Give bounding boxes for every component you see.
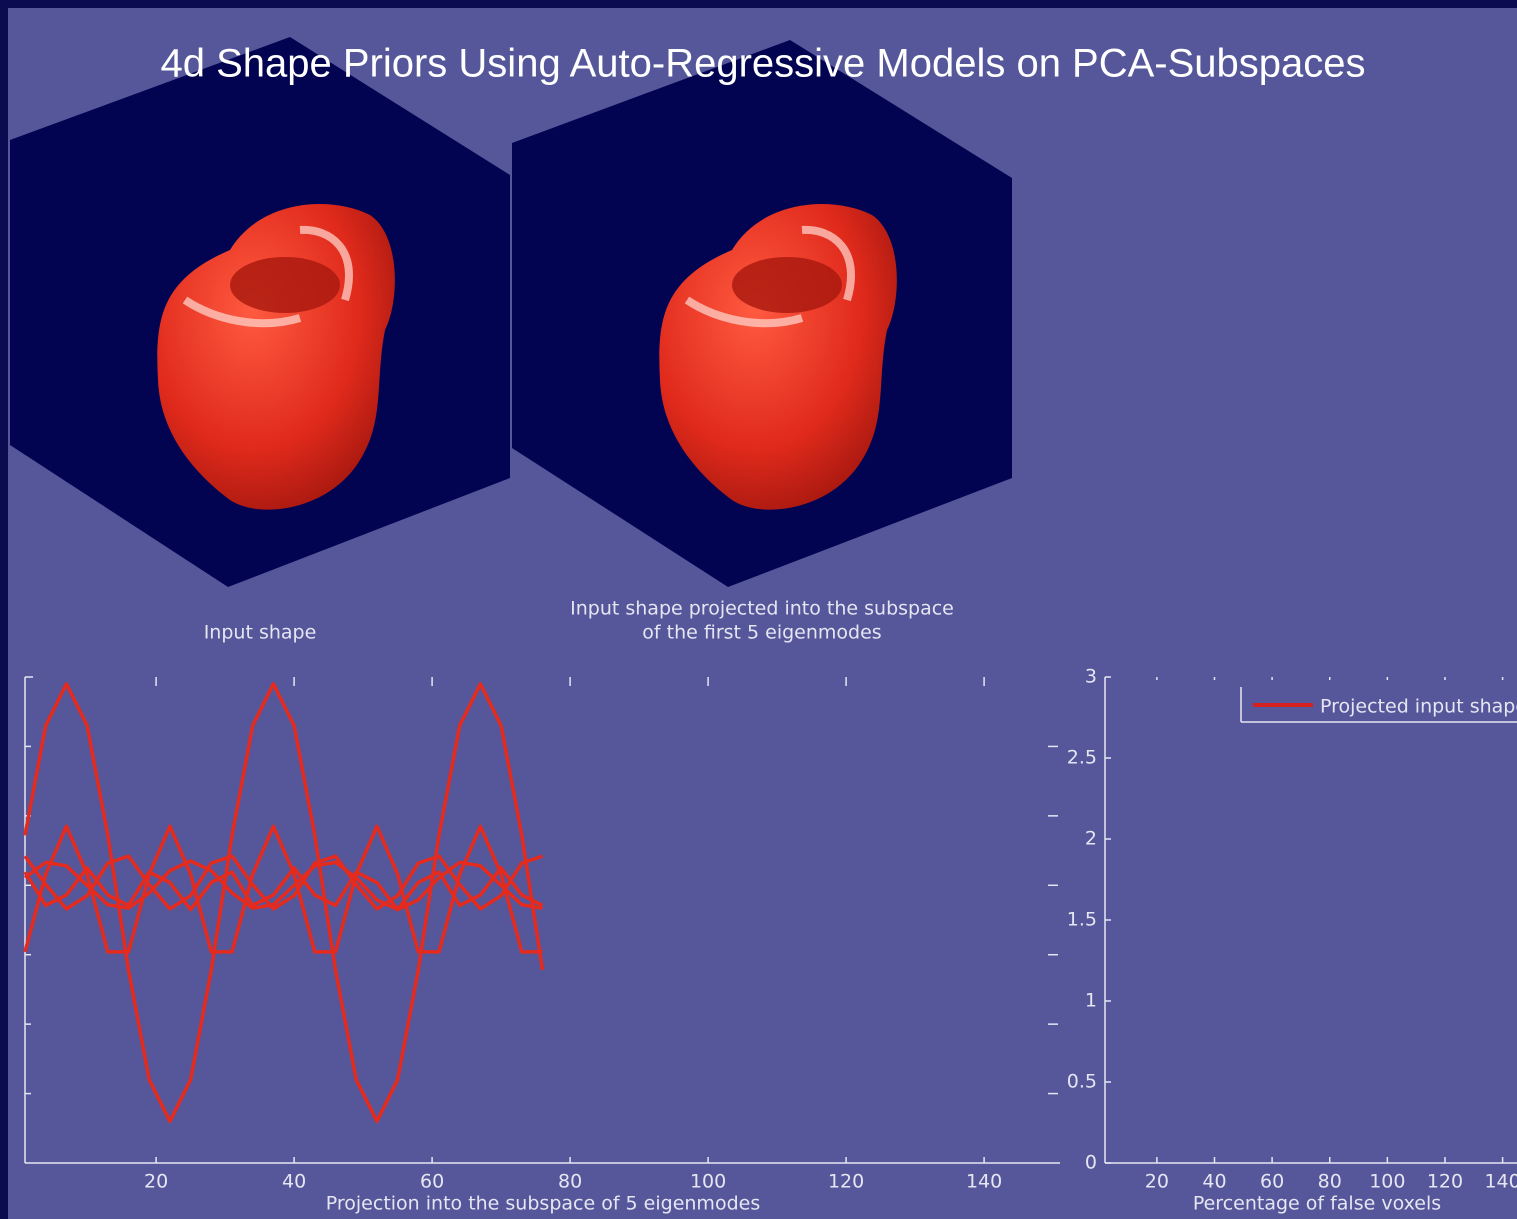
title: 4d Shape Priors Using Auto-Regressive Mo… [160,42,1365,86]
x-tick-label: 140 [1484,1171,1517,1193]
y-tick-label: 3 [1085,666,1097,688]
x-tick-label: 40 [282,1171,306,1193]
x-tick-label: 100 [690,1171,726,1193]
x-tick-label: 80 [1318,1171,1342,1193]
x-tick-label: 120 [828,1171,864,1193]
caption: of the first 5 eigenmodes [642,622,881,644]
figure: 4d Shape Priors Using Auto-Regressive Mo… [0,0,1517,1219]
y-tick-label: 0.5 [1067,1071,1097,1093]
x-tick-label: 80 [558,1171,582,1193]
y-tick-label: 2 [1085,828,1097,850]
x-axis-label: Percentage of false voxels [1193,1193,1441,1215]
x-tick-label: 120 [1427,1171,1463,1193]
x-tick-label: 60 [420,1171,444,1193]
y-tick-label: 1.5 [1067,909,1097,931]
y-tick-label: 1 [1085,990,1097,1012]
x-tick-label: 100 [1369,1171,1405,1193]
caption: Input shape [204,622,317,644]
caption: Input shape projected into the subspace [570,598,954,620]
x-tick-label: 20 [1145,1171,1169,1193]
x-tick-label: 20 [144,1171,168,1193]
y-tick-label: 0 [1085,1152,1097,1174]
y-tick-label: 2.5 [1067,747,1097,769]
x-tick-label: 60 [1260,1171,1284,1193]
x-tick-label: 40 [1202,1171,1226,1193]
x-tick-label: 140 [966,1171,1002,1193]
legend-label: Projected input shape [1320,696,1517,718]
x-axis-label: Projection into the subspace of 5 eigenm… [326,1193,760,1215]
